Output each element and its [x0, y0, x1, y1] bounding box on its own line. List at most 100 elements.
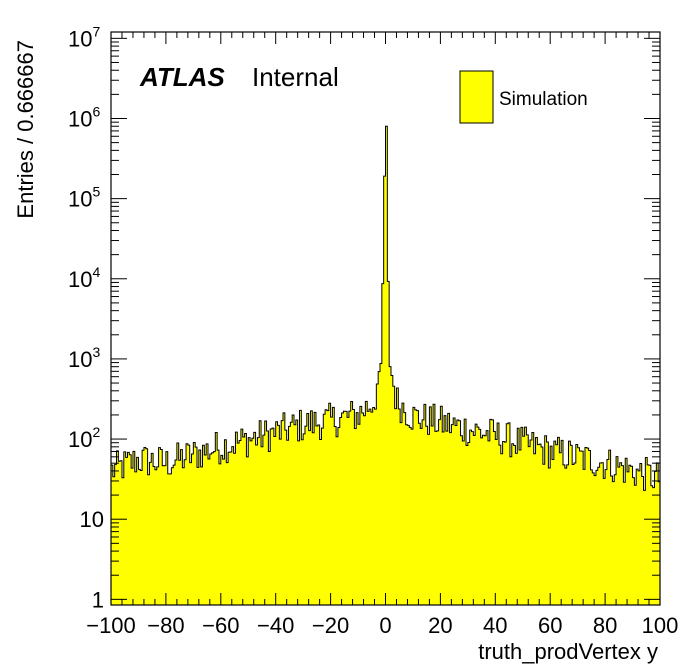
histogram-bin	[345, 411, 348, 605]
y-tick-label: 103	[68, 344, 100, 372]
histogram-bin	[358, 424, 361, 605]
y-tick-label: 105	[68, 184, 100, 212]
histogram-bin	[156, 466, 159, 605]
histogram-bin	[544, 435, 547, 605]
histogram-bin	[246, 456, 249, 605]
histogram-bin	[262, 435, 266, 605]
histogram-bin	[211, 452, 214, 605]
histogram-bin	[498, 445, 502, 605]
histogram-bin	[603, 478, 606, 605]
histogram-bin	[242, 436, 245, 605]
histogram-bin	[557, 437, 560, 605]
x-tick-label: 0	[379, 613, 391, 638]
histogram-bin	[583, 469, 586, 605]
histogram-bin	[264, 420, 267, 605]
histogram-bin	[401, 403, 405, 605]
histogram-bin	[202, 445, 205, 605]
histogram-bin	[407, 425, 410, 605]
histogram-bin	[471, 431, 474, 605]
histogram-bin	[385, 126, 388, 606]
histogram-bin	[220, 455, 224, 605]
y-tick-label: 102	[68, 424, 100, 452]
histogram-bin	[295, 419, 299, 605]
x-axis-title: truth_prodVertex y	[478, 639, 658, 664]
histogram-bin	[464, 419, 467, 605]
histogram-bin	[111, 465, 114, 605]
histogram-bin	[143, 447, 147, 605]
histogram-bin	[164, 465, 167, 605]
histogram-bin	[228, 452, 231, 605]
histogram-bin	[186, 443, 189, 605]
histogram-bin	[409, 427, 412, 605]
histogram-bin	[411, 429, 414, 605]
histogram-bin	[310, 410, 313, 605]
histogram-bin	[502, 441, 505, 605]
histogram-bin	[125, 457, 128, 605]
histogram-bin	[486, 430, 489, 605]
histogram-bin	[628, 465, 632, 605]
histogram-bin	[440, 406, 443, 605]
histogram-bin	[506, 423, 509, 605]
histogram-bin	[197, 467, 200, 605]
histogram-bin	[414, 409, 418, 605]
histogram-bin	[548, 467, 551, 605]
histogram-bin	[524, 427, 527, 605]
y-tick-label: 107	[68, 23, 100, 51]
x-tick-label: −80	[147, 613, 184, 638]
histogram-bin	[487, 440, 491, 605]
histogram-bin	[297, 440, 300, 605]
y-tick-labels: 1 10 102 103 104 105 106 107	[68, 23, 104, 612]
histogram-bin	[367, 411, 370, 605]
histogram-bin	[178, 460, 181, 605]
histogram-bin	[535, 437, 538, 605]
histogram-bin	[541, 447, 544, 605]
histogram-bin	[575, 444, 579, 605]
histogram-bin	[595, 470, 599, 605]
histogram-bin	[387, 281, 390, 605]
histogram-bin	[294, 424, 297, 605]
histogram-bin	[475, 424, 478, 605]
histogram-bin	[218, 463, 222, 605]
histogram-bin	[420, 428, 423, 605]
atlas-label: ATLAS	[139, 62, 225, 92]
histogram-bin	[136, 457, 139, 605]
histogram-bin	[638, 470, 641, 605]
histogram-bin	[652, 487, 655, 605]
histogram-bin	[606, 459, 610, 605]
histogram-outline	[110, 125, 661, 605]
histogram-bin	[255, 444, 258, 605]
histogram-bin	[226, 462, 229, 605]
histogram-bin	[614, 474, 617, 605]
histogram-bin	[336, 436, 339, 605]
histogram-bin	[497, 422, 500, 605]
histogram-bin	[630, 466, 633, 605]
histogram-bin	[286, 440, 289, 605]
histogram-bin	[509, 456, 513, 605]
legend: Simulation	[459, 70, 588, 124]
histogram-bin	[184, 459, 187, 605]
histogram-bin	[142, 450, 145, 605]
histogram-bin	[458, 420, 461, 605]
histogram-bin	[647, 464, 650, 605]
histogram-bin	[339, 417, 342, 605]
histogram-bin	[233, 453, 236, 605]
histogram-bin	[396, 388, 399, 605]
histogram-bin	[359, 406, 363, 605]
histogram-bin	[167, 473, 170, 605]
histogram-bin	[601, 462, 604, 605]
histogram-bin	[347, 417, 350, 605]
histogram-bin	[590, 469, 593, 605]
histogram-bin	[200, 466, 203, 605]
histogram-bin	[422, 419, 425, 605]
histogram-bin	[561, 440, 564, 605]
histogram-bin	[123, 451, 127, 605]
x-tick-label: 80	[593, 613, 617, 638]
histogram-bin	[438, 419, 441, 605]
histogram-bin	[394, 408, 397, 605]
x-tick-label: −100	[86, 613, 136, 638]
histogram-bin	[165, 451, 169, 605]
histogram-bin	[261, 446, 264, 605]
legend-swatch-simulation	[459, 70, 494, 124]
histogram-bin	[213, 451, 216, 605]
histogram-bin	[511, 443, 514, 605]
